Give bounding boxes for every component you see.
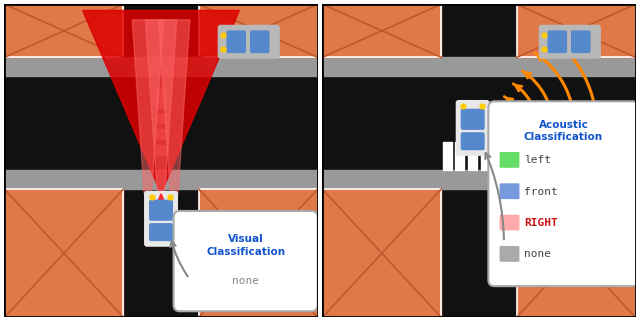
Bar xyxy=(481,142,490,170)
FancyBboxPatch shape xyxy=(173,211,317,311)
Bar xyxy=(4,189,124,317)
FancyBboxPatch shape xyxy=(251,31,269,52)
Bar xyxy=(456,142,464,170)
Polygon shape xyxy=(159,20,190,194)
Bar xyxy=(323,58,636,76)
FancyBboxPatch shape xyxy=(218,25,279,58)
FancyBboxPatch shape xyxy=(227,31,245,52)
FancyBboxPatch shape xyxy=(488,101,639,286)
Text: none: none xyxy=(524,249,552,259)
FancyBboxPatch shape xyxy=(500,153,519,167)
Bar xyxy=(4,4,124,58)
Bar xyxy=(516,189,636,317)
Bar xyxy=(198,189,317,317)
Bar xyxy=(468,142,477,170)
Text: RIGHT: RIGHT xyxy=(524,218,558,228)
FancyBboxPatch shape xyxy=(145,191,177,246)
Bar xyxy=(323,170,636,189)
Text: Acoustic
Classification: Acoustic Classification xyxy=(524,120,603,142)
Bar xyxy=(443,142,452,170)
Polygon shape xyxy=(153,194,169,213)
FancyBboxPatch shape xyxy=(500,215,519,230)
Text: none: none xyxy=(232,276,259,287)
Polygon shape xyxy=(145,20,177,194)
Bar xyxy=(323,4,442,58)
Bar xyxy=(156,145,166,155)
FancyBboxPatch shape xyxy=(572,31,590,52)
FancyBboxPatch shape xyxy=(456,101,489,155)
Text: Visual
Classification: Visual Classification xyxy=(206,235,285,257)
Bar xyxy=(156,130,166,139)
Bar xyxy=(198,4,317,58)
Bar xyxy=(4,189,124,317)
Bar xyxy=(156,114,166,123)
Bar xyxy=(323,4,442,58)
Text: left: left xyxy=(524,155,552,165)
FancyBboxPatch shape xyxy=(461,110,484,129)
FancyBboxPatch shape xyxy=(500,184,519,198)
Polygon shape xyxy=(132,20,164,194)
Bar xyxy=(4,170,317,189)
Bar xyxy=(156,98,166,108)
Text: front: front xyxy=(524,187,558,196)
Bar xyxy=(323,189,442,317)
Polygon shape xyxy=(83,11,239,194)
Bar xyxy=(4,58,317,76)
FancyBboxPatch shape xyxy=(548,31,566,52)
FancyBboxPatch shape xyxy=(461,133,484,150)
FancyBboxPatch shape xyxy=(150,224,172,240)
Bar xyxy=(4,4,124,58)
Bar xyxy=(516,4,636,58)
Bar xyxy=(198,4,317,58)
FancyBboxPatch shape xyxy=(500,247,519,261)
Bar xyxy=(198,189,317,317)
Bar xyxy=(516,189,636,317)
Bar xyxy=(156,89,166,98)
FancyBboxPatch shape xyxy=(540,25,600,58)
FancyBboxPatch shape xyxy=(150,200,172,220)
Bar xyxy=(323,189,442,317)
Bar xyxy=(516,4,636,58)
